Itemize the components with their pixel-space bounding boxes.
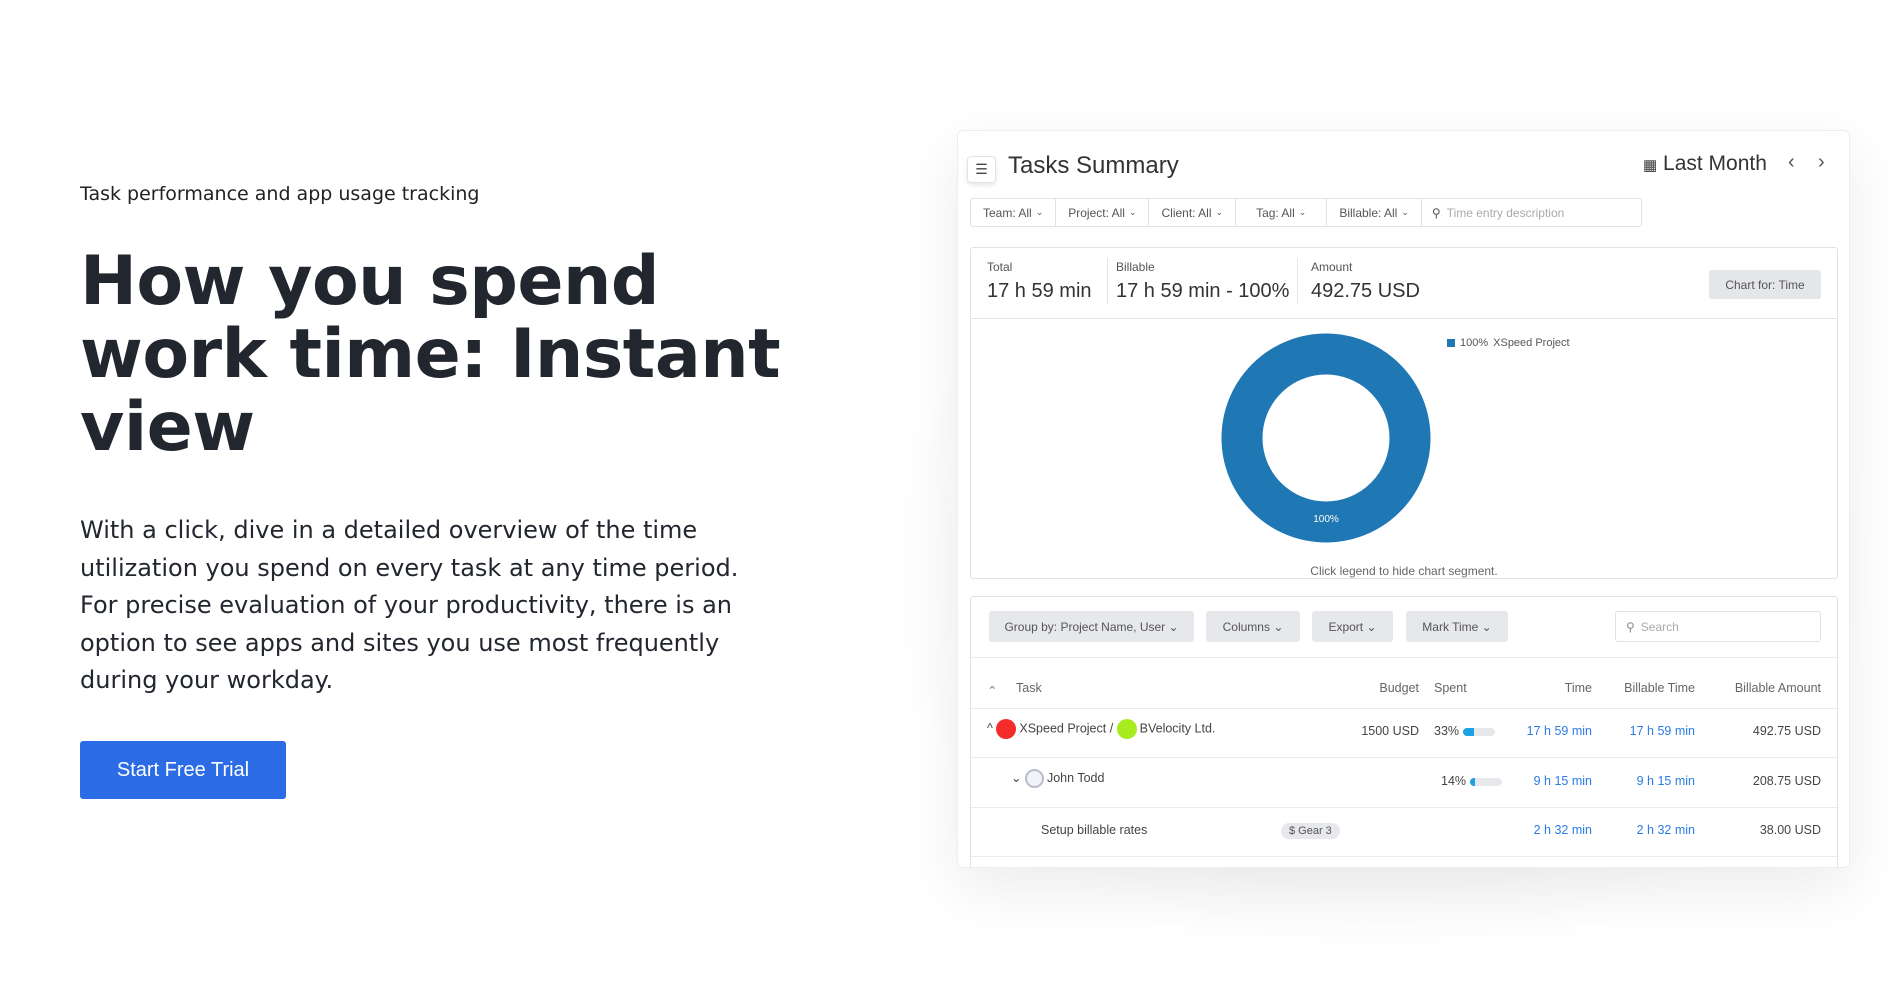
task-name: Setup billable rates [1041,823,1148,837]
billable-amount: 208.75 USD [1752,774,1821,788]
time[interactable]: 17 h 59 min [1526,724,1592,738]
filter-project[interactable]: Project: All ⌄ [1056,199,1150,226]
chevron-left-icon[interactable]: ‹ [1788,151,1795,173]
chart-hint: Click legend to hide chart segment. [1310,564,1498,578]
filter-label: Team: All [983,205,1032,220]
client-color-dot [1116,719,1137,739]
header-billable-time[interactable]: Billable Time [1624,681,1695,695]
filter-client[interactable]: Client: All ⌄ [1149,199,1237,226]
button-label: Mark Time [1422,619,1479,634]
time-entry-search[interactable]: ⚲ Time entry description [1422,199,1574,226]
group-by-button[interactable]: Group by: Project Name, User ⌄ [989,611,1194,642]
start-free-trial-button[interactable]: Start Free Trial [80,741,286,799]
columns-button[interactable]: Columns ⌄ [1206,611,1300,642]
stat-total: Total 17 h 59 min [987,260,1092,303]
legend-percent: 100% [1460,337,1489,349]
project-name: XSpeed Project [1019,721,1107,736]
header-task[interactable]: Task [1016,681,1042,695]
spent-percent: 33% [1434,724,1460,738]
filter-label: Tag: All [1256,205,1295,220]
hero-description: With a click, dive in a detailed overvie… [80,516,739,694]
user-name: John Todd [1046,770,1105,785]
time[interactable]: 9 h 15 min [1533,774,1592,788]
stat-amount: Amount 492.75 USD [1311,260,1420,303]
chart-for-button[interactable]: Chart for: Time [1709,270,1821,299]
stat-label: Billable [1116,260,1155,274]
header-spent[interactable]: Spent [1434,681,1467,695]
chevron-down-icon: ⌄ [1298,207,1307,217]
spent-progress-bar [1470,777,1503,786]
donut-chart: 100% [1221,333,1431,543]
collapse-all-icon[interactable]: ⌃ [987,684,998,698]
legend-swatch [1447,339,1455,347]
stat-billable: Billable 17 h 59 min - 100% [1116,260,1289,303]
stat-label: Amount [1311,260,1353,274]
menu-icon[interactable]: ☰ [967,156,996,183]
filter-label: Client: All [1161,205,1212,220]
search-placeholder: Time entry description [1446,205,1565,220]
chevron-down-icon: ⌄ [1128,207,1137,217]
calendar-icon: ▦ [1643,157,1658,174]
time[interactable]: 2 h 32 min [1533,823,1592,837]
billable-amount: 38.00 USD [1759,823,1821,837]
chevron-down-icon: ⌄ [1215,207,1224,217]
spent-progress-bar [1463,727,1496,736]
slice-label: 100% [1313,514,1339,525]
stat-value: 492.75 USD [1311,280,1420,302]
filter-label: Project: All [1068,205,1125,220]
spent: 14% [1441,774,1503,788]
export-button[interactable]: Export ⌄ [1312,611,1393,642]
filter-tag[interactable]: Tag: All ⌄ [1236,199,1328,226]
chevron-down-icon: ⌄ [1035,207,1044,217]
eyebrow-text: Task performance and app usage tracking [80,183,480,205]
header-budget[interactable]: Budget [1379,681,1419,695]
client-name: BVelocity Ltd. [1139,721,1216,736]
budget: 1500 USD [1361,724,1419,738]
header-billable-amount[interactable]: Billable Amount [1734,681,1821,695]
button-label: Columns [1222,619,1270,634]
stat-value: 17 h 59 min [987,280,1092,302]
button-label: Group by: Project Name, User [1004,619,1166,634]
expand-icon[interactable]: ⌄ [1011,770,1022,785]
summary-card: Total 17 h 59 min Billable 17 h 59 min - 1… [970,247,1838,579]
project-color-dot [996,719,1017,739]
filter-bar: Team: All ⌄ Project: All ⌄ Client: All ⌄ Ta… [970,198,1642,227]
tasks-summary-screenshot: ☰ Tasks Summary ▦ Last Month ‹ › Team: A… [957,130,1850,868]
panel-title: Tasks Summary [1008,152,1179,179]
chart-legend-item[interactable]: 100% XSpeed Project [1447,337,1570,349]
button-label: Export [1328,619,1364,634]
filter-team[interactable]: Team: All ⌄ [971,199,1057,226]
user-avatar [1024,769,1044,788]
search-icon: ⚲ [1626,619,1635,634]
task-tag: $ Gear 3 [1281,823,1340,839]
billable-time[interactable]: 17 h 59 min [1629,724,1695,738]
billable-amount: 492.75 USD [1752,724,1821,738]
search-placeholder: Search [1640,619,1679,634]
billable-time[interactable]: 9 h 15 min [1636,774,1695,788]
chevron-right-icon[interactable]: › [1818,151,1825,173]
spent-percent: 14% [1441,774,1467,788]
header-time[interactable]: Time [1564,681,1592,695]
stat-value: 17 h 59 min - [1116,280,1239,302]
filter-billable[interactable]: Billable: All ⌄ [1327,199,1422,226]
period-selector[interactable]: ▦ Last Month [1643,152,1767,176]
chevron-down-icon: ⌄ [1401,207,1409,217]
billable-percent: 100% [1238,280,1290,302]
stat-label: Total [987,260,1013,274]
spent: 33% [1434,724,1496,738]
legend-name: XSpeed Project [1493,337,1570,349]
collapse-icon[interactable]: ^ [987,721,993,736]
billable-time[interactable]: 2 h 32 min [1636,823,1695,837]
mark-time-button[interactable]: Mark Time ⌄ [1406,611,1508,642]
table-search-input[interactable]: ⚲ Search [1615,611,1821,642]
hero-title: How you spend work time: Instant view [80,242,781,467]
search-icon: ⚲ [1431,205,1441,220]
period-label: Last Month [1663,152,1767,175]
tasks-table-card: Group by: Project Name, User ⌄ Columns ⌄… [970,596,1838,867]
filter-label: Billable: All [1339,205,1398,220]
donut-slice-xspeed-project[interactable] [1221,333,1431,543]
